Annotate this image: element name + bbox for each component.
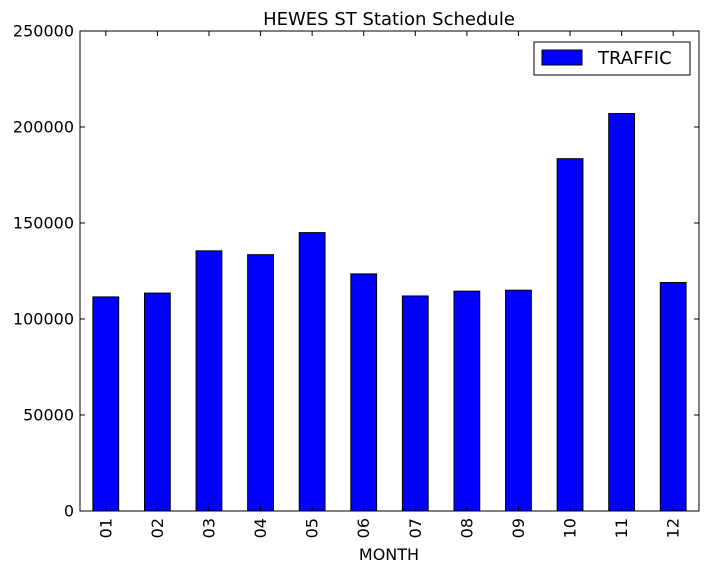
x-tick-label: 12 bbox=[664, 518, 683, 538]
bar-11 bbox=[608, 113, 636, 512]
bar-08 bbox=[453, 290, 481, 512]
bar-07 bbox=[401, 295, 429, 512]
x-tick-label: 11 bbox=[612, 518, 631, 538]
bar-06 bbox=[350, 273, 378, 512]
plot-frame bbox=[79, 30, 700, 512]
bar-04 bbox=[247, 254, 274, 512]
bar-09 bbox=[505, 289, 532, 512]
x-tick-label: 02 bbox=[148, 518, 167, 538]
y-tick-label: 200000 bbox=[13, 118, 74, 137]
x-tick-label: 01 bbox=[96, 518, 115, 538]
bar-02 bbox=[143, 292, 171, 512]
y-axis: 0 50000 100000 150000 200000 250000 bbox=[13, 22, 699, 521]
x-tick-label: 05 bbox=[303, 518, 322, 538]
legend-swatch-traffic bbox=[541, 49, 583, 66]
bar-12 bbox=[659, 282, 687, 512]
bar-05 bbox=[298, 232, 326, 512]
x-tick-label: 10 bbox=[561, 518, 580, 538]
chart-title: HEWES ST Station Schedule bbox=[263, 9, 515, 30]
y-tick-label: 100000 bbox=[13, 310, 74, 329]
bar-10 bbox=[556, 158, 584, 512]
bar-01 bbox=[92, 296, 120, 512]
legend-label-traffic: TRAFFIC bbox=[597, 48, 672, 69]
y-tick-label: 150000 bbox=[13, 214, 74, 233]
y-tick-label: 250000 bbox=[13, 22, 74, 41]
x-tick-label: 09 bbox=[509, 518, 528, 538]
y-tick-label: 0 bbox=[64, 502, 74, 521]
bar-03 bbox=[195, 250, 223, 512]
x-tick-label: 03 bbox=[199, 518, 218, 538]
legend: TRAFFIC bbox=[533, 41, 691, 76]
x-tick-label: 08 bbox=[457, 518, 476, 538]
x-tick-label: 04 bbox=[251, 518, 270, 538]
x-axis: 01 02 03 04 05 06 07 08 09 10 11 12 bbox=[96, 31, 683, 538]
x-axis-label: MONTH bbox=[359, 545, 419, 564]
y-tick-label: 50000 bbox=[23, 406, 74, 425]
x-tick-label: 07 bbox=[406, 518, 425, 538]
bars-group bbox=[92, 113, 687, 512]
x-tick-label: 06 bbox=[354, 518, 373, 538]
